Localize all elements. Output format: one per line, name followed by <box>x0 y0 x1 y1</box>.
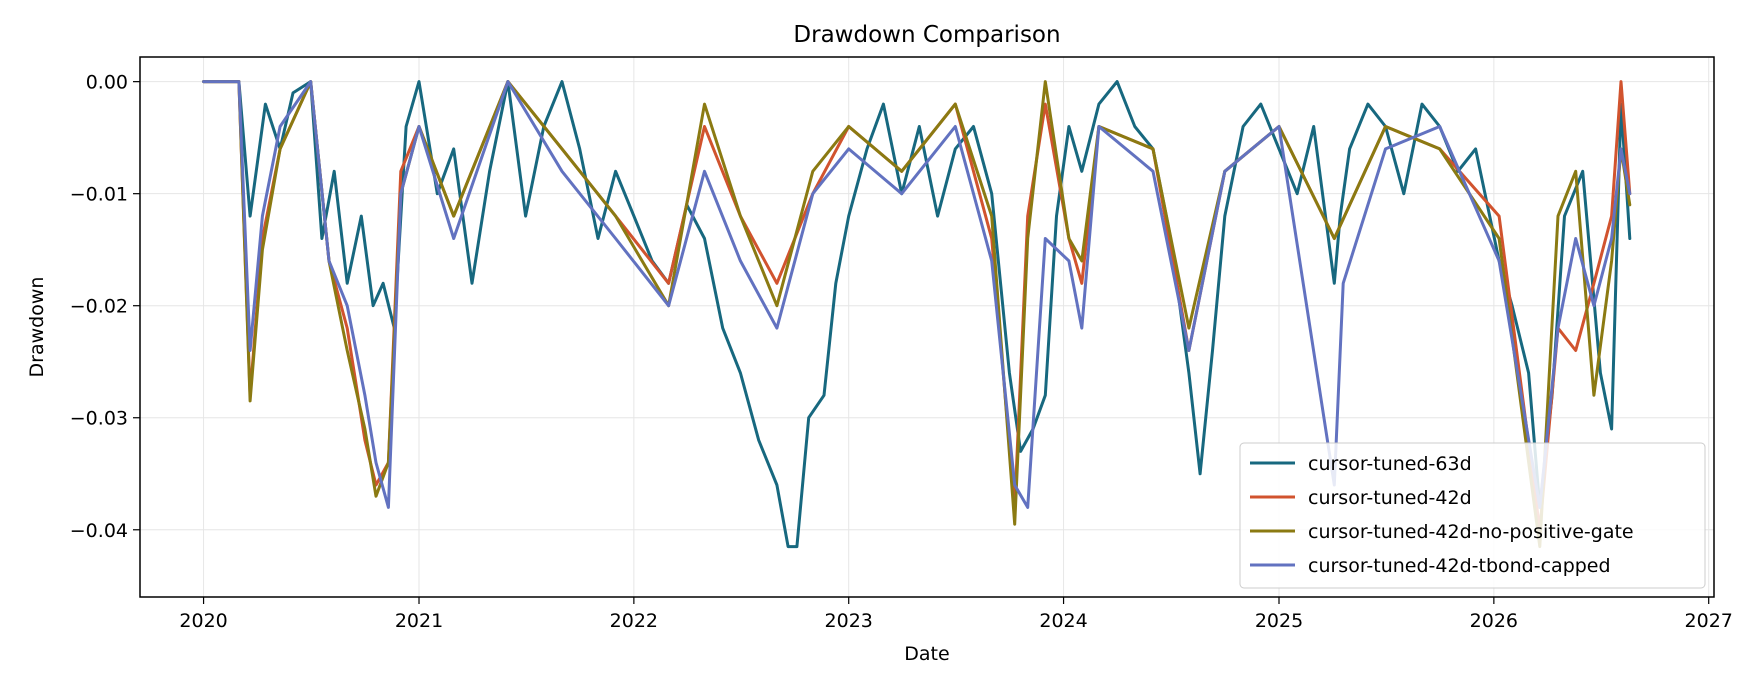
y-tick-label: 0.00 <box>86 72 128 94</box>
x-tick-label: 2026 <box>1470 610 1518 632</box>
chart-title: Drawdown Comparison <box>793 22 1060 48</box>
legend-label: cursor-tuned-42d-tbond-capped <box>1308 555 1611 577</box>
legend: cursor-tuned-63d cursor-tuned-42d cursor-t… <box>1239 442 1706 589</box>
x-tick-label: 2025 <box>1255 610 1303 632</box>
x-tick-label: 2020 <box>179 610 227 632</box>
x-tick-label: 2022 <box>610 610 658 632</box>
x-axis-title: Date <box>904 643 949 665</box>
y-tick-label: −0.04 <box>70 520 128 542</box>
grid-layer <box>140 57 1714 597</box>
y-axis-title: Drawdown <box>26 277 48 378</box>
x-tick-label: 2021 <box>395 610 443 632</box>
series-line-cursor-tuned-42d-tbond-capped <box>202 80 1632 509</box>
series-line-cursor-tuned-63d <box>202 80 1632 549</box>
series-layer <box>202 80 1632 549</box>
y-tick-label: −0.02 <box>70 296 128 318</box>
legend-label: cursor-tuned-42d-no-positive-gate <box>1308 521 1634 543</box>
legend-label: cursor-tuned-42d <box>1308 487 1472 509</box>
x-tick-label: 2024 <box>1039 610 1087 632</box>
legend-box <box>1239 442 1706 589</box>
y-tick-label: −0.03 <box>70 408 128 430</box>
x-tick-label: 2027 <box>1685 610 1733 632</box>
y-axis: 0.00 −0.01 −0.02 −0.03 −0.04 <box>70 72 140 542</box>
y-tick-label: −0.01 <box>70 184 128 206</box>
x-tick-label: 2023 <box>825 610 873 632</box>
legend-label: cursor-tuned-63d <box>1308 453 1472 475</box>
plot-area-frame <box>139 56 1715 598</box>
x-axis: 2020 2021 2022 2023 2024 2025 2026 2027 <box>179 597 1733 632</box>
series-line-cursor-tuned-42d-no-positive-gate <box>202 80 1632 549</box>
